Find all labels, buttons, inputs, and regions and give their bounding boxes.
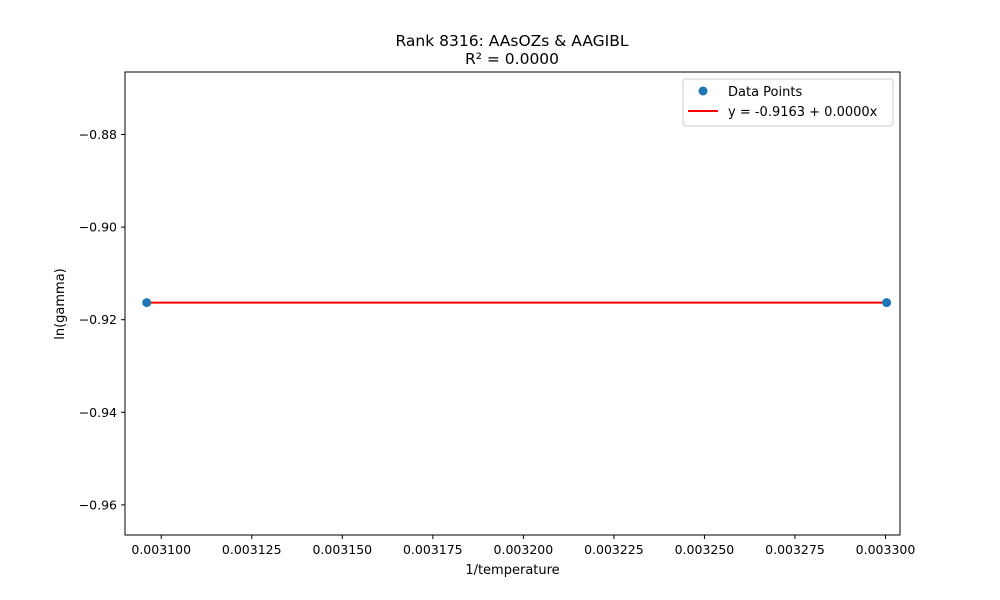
y-tick-label: −0.90: [79, 220, 117, 235]
x-tick-label: 0.003275: [765, 542, 825, 557]
chart-subtitle: R² = 0.0000: [465, 50, 559, 68]
legend-box: [682, 78, 894, 127]
x-tick-label: 0.003125: [222, 542, 282, 557]
legend-label-fit-line: y = -0.9163 + 0.0000x: [728, 105, 878, 120]
x-axis-label: 1/temperature: [465, 563, 559, 578]
x-tick-label: 0.003100: [131, 542, 191, 557]
x-tick-label: 0.003225: [584, 542, 644, 557]
legend: Data Points y = -0.9163 + 0.0000x: [682, 78, 894, 127]
x-tick-label: 0.003300: [856, 542, 916, 557]
data-point: [142, 298, 152, 308]
y-axis-label: ln(gamma): [53, 268, 68, 340]
x-tick-label: 0.003200: [494, 542, 554, 557]
x-tick-label: 0.003175: [403, 542, 463, 557]
legend-marker-data-points: [698, 86, 708, 96]
y-axis-ticks: −0.88 −0.90 −0.92 −0.94 −0.96: [79, 127, 125, 512]
x-tick-label: 0.003150: [312, 542, 372, 557]
y-tick-label: −0.88: [79, 127, 117, 142]
x-tick-label: 0.003250: [675, 542, 735, 557]
x-axis-ticks: 0.003100 0.003125 0.003150 0.003175 0.003200…: [131, 535, 915, 557]
legend-label-data-points: Data Points: [728, 85, 802, 100]
data-point: [882, 298, 892, 308]
y-tick-label: −0.92: [79, 312, 117, 327]
chart-title: Rank 8316: AAsOZs & AAGIBL: [395, 32, 628, 50]
y-tick-label: −0.94: [79, 405, 117, 420]
axes-frame: [124, 71, 901, 536]
plot-area: [142, 298, 892, 308]
y-tick-label: −0.96: [79, 497, 117, 512]
